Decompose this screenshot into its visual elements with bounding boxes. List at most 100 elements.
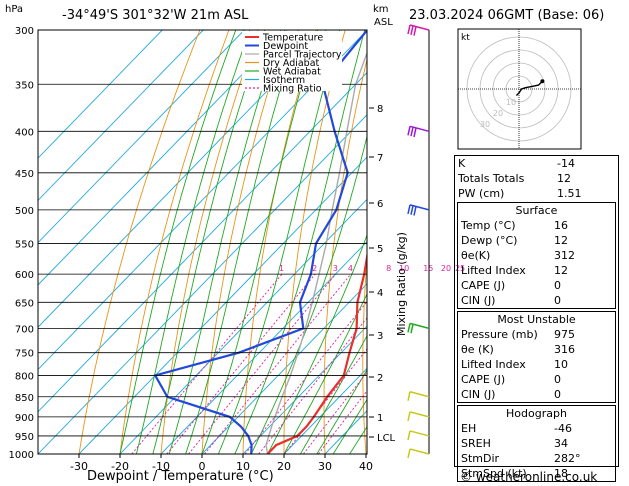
mixing-ratio-label: 15 — [423, 264, 433, 273]
wind-barb-feather — [407, 391, 411, 401]
surface-table: Surface Temp (°C) 16 Dewp (°C) 12 θe(K) 312 Li… — [457, 202, 616, 309]
wind-barb — [409, 430, 430, 437]
index-value: 12 — [557, 172, 571, 185]
wind-barb — [409, 448, 430, 455]
mixing-ratio-label: 25 — [455, 264, 465, 273]
most-unstable-row: θe (K) 316 — [458, 342, 615, 357]
pressure-tick-label: 300 — [15, 26, 34, 37]
wet-adiabat-line — [119, 30, 237, 454]
legend-label: Parcel Trajectory — [263, 50, 342, 61]
pressure-tick-label: 800 — [15, 371, 34, 382]
pressure-tick-label: 900 — [15, 413, 34, 424]
km-tick-label: 7 — [377, 153, 383, 164]
surface-value: 0 — [554, 294, 561, 307]
wet-adiabat-line — [332, 398, 367, 454]
hodograph-unit-label: kt — [461, 33, 470, 43]
isotherm-line — [38, 30, 204, 202]
mixing-ratio-label: 2 — [312, 264, 317, 273]
index-value: -14 — [557, 157, 575, 170]
most-unstable-row: CAPE (J) 0 — [458, 372, 615, 387]
wind-barb — [409, 411, 430, 418]
isotherm-line — [38, 30, 245, 244]
surface-label: Temp (°C) — [461, 219, 516, 232]
surface-row: CIN (J) 0 — [458, 293, 615, 308]
km-tick-label: 4 — [377, 288, 383, 299]
km-tick-label: 8 — [377, 104, 383, 115]
isotherm-line — [283, 367, 367, 454]
pressure-tick-label: 350 — [15, 80, 34, 91]
hodograph-row: StmDir 282° — [458, 451, 615, 466]
footer-credit[interactable]: © weatheronline.co.uk — [460, 470, 598, 484]
legend-label: Dry Adiabat — [263, 58, 320, 69]
temp-tick-label: 40 — [359, 460, 373, 473]
hodograph-table-title: Hodograph — [506, 407, 567, 420]
wind-barb-feather — [413, 206, 417, 216]
km-tick-label: 2 — [377, 373, 383, 384]
isotherm-line — [78, 156, 367, 454]
km-tick-label: 1 — [377, 413, 383, 424]
temp-tick-label: 20 — [277, 460, 291, 473]
hodograph-end-marker — [540, 79, 545, 84]
temp-tick-label: 30 — [318, 460, 332, 473]
hodograph-row: StmSpd (kt) 18 — [458, 466, 615, 481]
hodograph-ring-label: 10 — [506, 98, 516, 107]
index-label: Totals Totals — [458, 172, 525, 185]
index-row: K -14 — [455, 156, 618, 171]
mixing-ratio-line — [204, 273, 352, 454]
wind-barb-feather — [410, 126, 414, 137]
wet-adiabat-line — [300, 334, 367, 454]
surface-label: Dewp (°C) — [461, 234, 518, 247]
surface-value: 0 — [554, 279, 561, 292]
most-unstable-value: 0 — [554, 388, 561, 401]
wind-barb-feather — [413, 127, 417, 138]
wind-barb-feather — [407, 411, 411, 422]
mixing-ratio-label: 8 — [386, 264, 391, 273]
indices-panel: K -14 Totals Totals 12 PW (cm) 1.51 Surface T… — [454, 155, 619, 482]
surface-row: Lifted Index 12 — [458, 263, 615, 278]
index-label: PW (cm) — [458, 187, 505, 200]
wind-barb — [409, 391, 430, 398]
isotherm-line — [201, 283, 367, 454]
header-km: km — [373, 4, 389, 15]
wind-barb — [409, 24, 430, 31]
wind-barb — [409, 204, 430, 211]
hodograph-ring-label: 30 — [480, 120, 490, 129]
x-axis-label: Dewpoint / Temperature (°C) — [87, 469, 274, 484]
most-unstable-label: Pressure (mb) — [461, 328, 538, 341]
most-unstable-value: 0 — [554, 373, 561, 386]
wind-barb-feather — [407, 24, 411, 35]
surface-row: θe(K) 312 — [458, 248, 615, 263]
wind-barb-feather — [407, 204, 411, 215]
pressure-tick-label: 550 — [15, 239, 34, 250]
temp-tick-label: 0 — [199, 460, 206, 473]
most-unstable-label: CIN (J) — [461, 388, 496, 401]
isotherm-line — [38, 30, 286, 286]
index-row: PW (cm) 1.51 — [455, 186, 618, 201]
wet-adiabat-line — [152, 30, 266, 454]
surface-value: 12 — [554, 234, 568, 247]
legend-label: Dewpoint — [263, 41, 308, 52]
wind-barb — [409, 322, 430, 330]
temp-tick-label: -20 — [111, 460, 129, 473]
km-tick-label: 6 — [377, 199, 383, 210]
header-location: -34°49'S 301°32'W 21m ASL — [62, 8, 249, 23]
hodograph-row: EH -46 — [458, 421, 615, 436]
hodograph-label: EH — [461, 422, 477, 435]
isotherm-line — [38, 30, 163, 159]
wind-barb-feather — [410, 25, 414, 35]
wind-barb-feather — [413, 26, 417, 36]
most-unstable-value: 316 — [554, 343, 575, 356]
wet-adiabat-line — [316, 369, 367, 454]
mixing-ratio-line — [317, 390, 367, 454]
surface-row: Temp (°C) 16 — [458, 218, 615, 233]
legend-label: Mixing Ratio — [263, 84, 322, 95]
hodograph-value: 18 — [554, 467, 568, 480]
pressure-tick-label: 950 — [15, 432, 34, 443]
km-tick-label: LCL — [377, 433, 396, 444]
surface-value: 312 — [554, 249, 575, 262]
wind-barb-feather — [407, 430, 411, 441]
